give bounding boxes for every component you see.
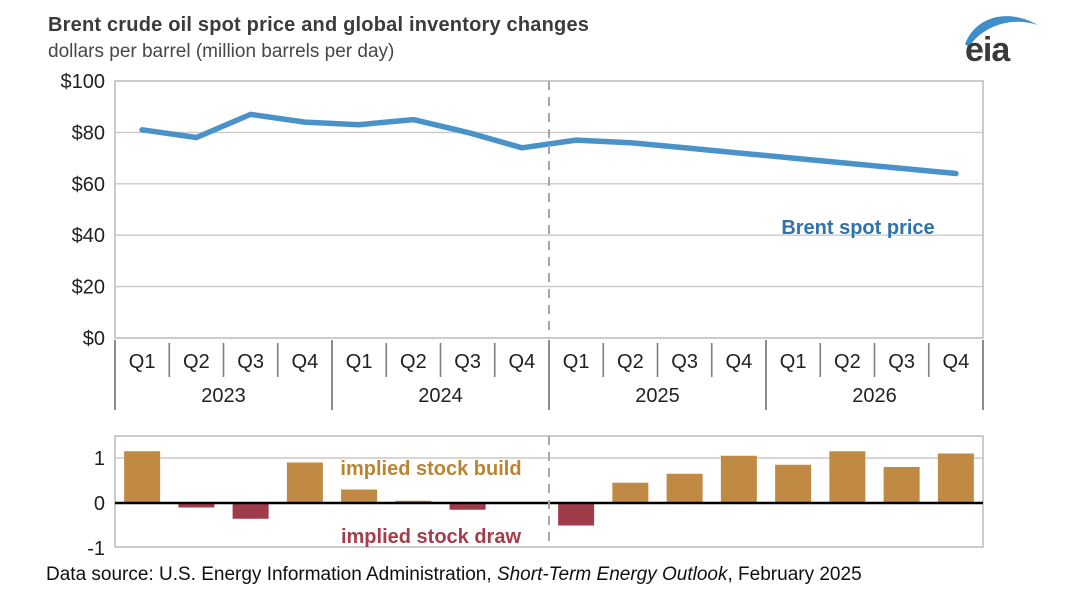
quarter-label: Q3 (237, 351, 264, 373)
stock-build-bar (720, 455, 757, 503)
stock-build-bar (341, 489, 378, 503)
stock-draw-bar (449, 503, 486, 510)
stock-build-bar (829, 451, 866, 503)
eia-swoosh-icon (965, 16, 1038, 47)
data-source-text: Data source: U.S. Energy Information Adm… (46, 564, 497, 585)
stock-build-bar (124, 451, 161, 503)
quarter-label: Q4 (943, 351, 970, 373)
stock-build-bar (883, 467, 920, 503)
price-y-tick-label: $20 (72, 277, 105, 299)
year-label: 2023 (201, 385, 246, 407)
stock-build-bar (937, 453, 974, 503)
brent-spot-price-line (139, 111, 959, 177)
data-source-publication: Short-Term Energy Outlook (496, 564, 728, 585)
quarter-label: Q3 (454, 351, 481, 373)
brent-spot-price-label: Brent spot price (781, 217, 934, 239)
inventory-bars (124, 451, 974, 526)
quarter-label: Q1 (346, 351, 373, 373)
shared-x-axis: Q1 Q2 Q3 Q4 2023 Q1 Q2 Q3 Q4 2024 Q1 Q2 Q3 Q4 2025 Q1 Q2… (114, 340, 984, 410)
quarter-label: Q1 (563, 351, 590, 373)
stock-build-bar (286, 462, 323, 503)
quarter-label: Q4 (292, 351, 319, 373)
inventory-chart-y-axis: 1 0 -1 (87, 448, 105, 560)
price-y-tick-label: $60 (72, 174, 105, 196)
quarter-label: Q2 (400, 351, 427, 373)
data-source-date: , February 2025 (727, 564, 862, 585)
eia-logo: eia (958, 8, 1044, 69)
quarter-label: Q1 (129, 351, 156, 373)
price-chart-y-axis: $0 $20 $40 $60 $80 $100 (61, 71, 106, 350)
quarter-label: Q3 (888, 351, 915, 373)
brent-spot-price-series (139, 111, 959, 177)
quarter-label: Q4 (726, 351, 753, 373)
implied-stock-build-label: implied stock build (340, 458, 521, 480)
quarter-label: Q3 (671, 351, 698, 373)
chart-subtitle: dollars per barrel (million barrels per … (48, 41, 395, 62)
stock-build-bar (612, 482, 649, 503)
year-label: 2026 (852, 385, 897, 407)
price-y-tick-label: $0 (83, 328, 105, 350)
quarter-label: Q4 (509, 351, 536, 373)
quarter-label: Q2 (834, 351, 861, 373)
inventory-y-tick-label: 1 (94, 448, 105, 470)
inventory-y-tick-label: -1 (87, 538, 105, 560)
quarter-label: Q2 (617, 351, 644, 373)
price-y-tick-label: $80 (72, 122, 105, 144)
year-label: 2025 (635, 385, 680, 407)
inventory-y-tick-label: 0 (94, 493, 105, 515)
stock-draw-bar (232, 503, 269, 519)
chart-title: Brent crude oil spot price and global in… (48, 14, 590, 36)
implied-stock-draw-label: implied stock draw (341, 526, 521, 548)
quarter-label: Q2 (183, 351, 210, 373)
price-y-tick-label: $40 (72, 225, 105, 247)
quarter-label: Q1 (780, 351, 807, 373)
stock-draw-bar (558, 503, 595, 526)
eia-logo-text: eia (965, 31, 1011, 68)
price-y-tick-label: $100 (61, 71, 106, 93)
stock-build-bar (775, 464, 812, 503)
year-label: 2024 (418, 385, 463, 407)
data-source-note: Data source: U.S. Energy Information Adm… (46, 564, 862, 586)
stock-build-bar (666, 473, 703, 503)
stock-draw-bar (178, 503, 215, 508)
